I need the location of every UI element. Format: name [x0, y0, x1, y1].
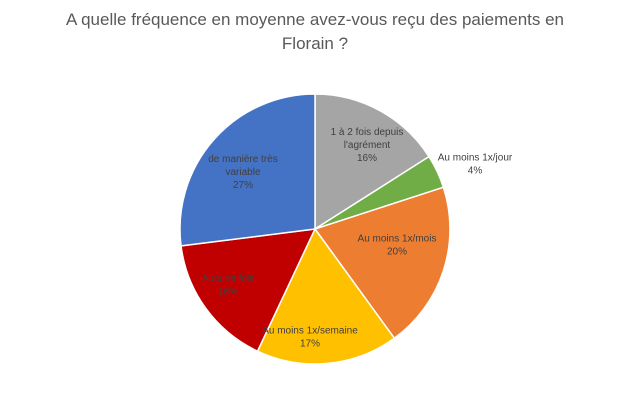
slice-category-text: Aucune fois [202, 274, 254, 285]
pie-slice-aucune-fois [180, 228, 316, 352]
pie-slice-au-moins-1x-semaine [256, 228, 396, 365]
slice-percent: 4% [468, 166, 483, 177]
chart-title-line-2: Florain ? [281, 34, 349, 53]
chart-title-line-1: A quelle fréquence en moyenne avez-vous … [65, 10, 565, 29]
slice-percent: 27% [233, 180, 253, 191]
slice-percent: 16% [357, 153, 377, 164]
pie-slice-de-maniere-tres-variable [179, 93, 316, 247]
slice-label-au-moins-1x-jour: Au moins 1x/jour 4% [438, 153, 513, 177]
slice-category-text: de manière très [208, 154, 277, 165]
slice-label-1-a-2-fois-depuis-l-agrement: 1 à 2 fois depuis l'agrément 16% [331, 127, 404, 164]
slice-label-de-maniere-tres-variable: de manière très variable 27% [208, 154, 277, 191]
chart-title: A quelle fréquence en moyenne avez-vous … [0, 8, 630, 56]
slice-label-au-moins-1x-mois: Au moins 1x/mois 20% [358, 234, 437, 258]
slice-label-aucune-fois: Aucune fois 16% [202, 274, 254, 298]
slice-label-au-moins-1x-semaine: Au moins 1x/semaine 17% [262, 326, 358, 350]
pie-slice-1-a-2-fois-depuis-l-agrement [314, 93, 430, 230]
slice-category-text: variable [225, 167, 260, 178]
slice-category-text: Au moins 1x/mois [358, 234, 437, 245]
slice-percent: 16% [218, 287, 238, 298]
slice-category-text: l'agrément [344, 140, 391, 151]
slice-category-text: Au moins 1x/semaine [262, 326, 358, 337]
slice-percent: 17% [300, 339, 320, 350]
slice-percent: 20% [387, 247, 407, 258]
pie-slice-au-moins-1x-mois [314, 186, 451, 339]
slice-labels: 1 à 2 fois depuis l'agrément 16% Au moins 1… [202, 127, 513, 350]
slice-category-text: 1 à 2 fois depuis [331, 127, 404, 138]
slice-category-text: Au moins 1x/jour [438, 153, 513, 164]
